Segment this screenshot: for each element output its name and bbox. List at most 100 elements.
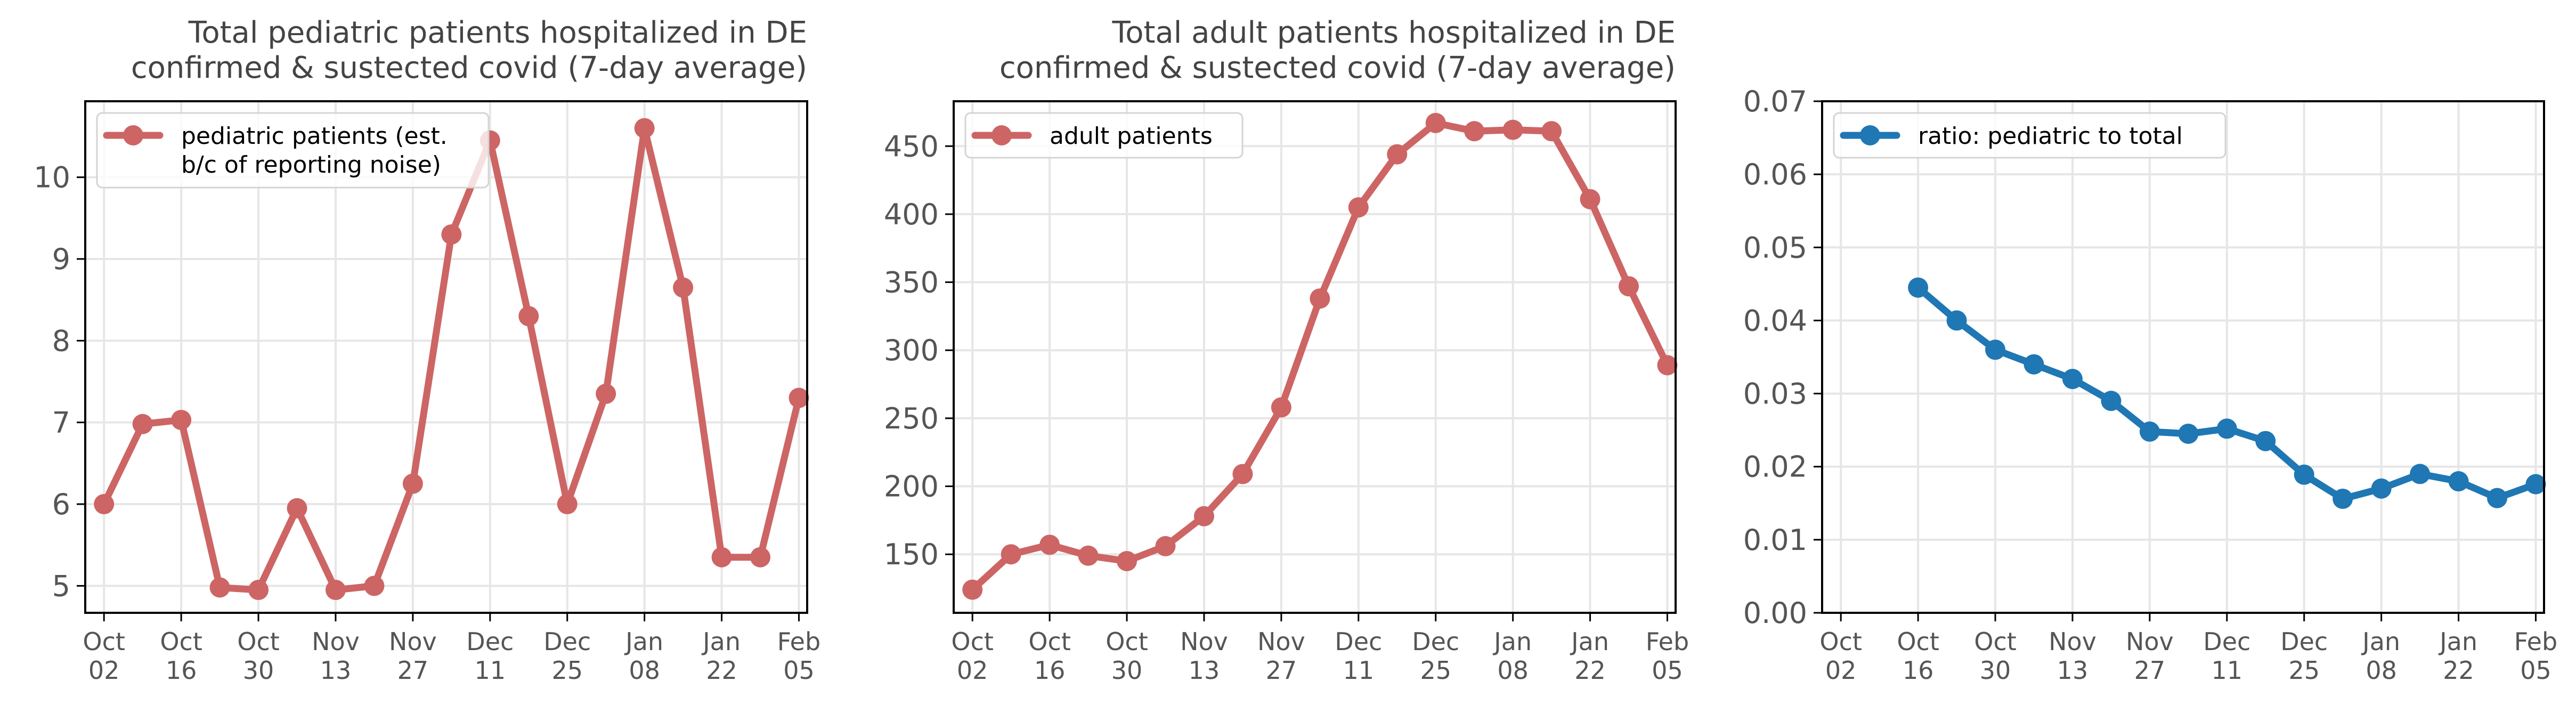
data-point xyxy=(1908,277,1929,298)
chart-1: Total pediatric patients hospitalized in… xyxy=(34,15,820,685)
y-tick-label: 0.03 xyxy=(1743,377,1807,411)
x-tick-label: Feb 05 xyxy=(2514,627,2557,685)
x-tick-label: Dec 25 xyxy=(543,627,591,685)
legend: ratio: pediatric to total xyxy=(1833,112,2226,159)
y-tick-label: 8 xyxy=(52,324,70,358)
y-tick-label: 250 xyxy=(884,402,939,435)
legend-marker-icon xyxy=(992,125,1012,145)
legend-label: adult patients xyxy=(1050,123,1213,150)
y-tick-label: 450 xyxy=(884,129,939,163)
legend-marker-icon xyxy=(123,125,143,145)
data-point xyxy=(518,306,539,327)
y-tick-label: 6 xyxy=(52,488,70,521)
data-point xyxy=(2294,464,2314,485)
x-tick-label: Dec 11 xyxy=(2203,627,2250,685)
legend-label: pediatric patients (est. b/c of reporting… xyxy=(181,123,448,179)
data-point xyxy=(2448,471,2469,492)
x-tick-label: Nov 13 xyxy=(1180,627,1228,685)
x-tick-label: Feb 05 xyxy=(777,627,820,685)
data-point xyxy=(789,387,809,408)
data-point xyxy=(2371,478,2392,499)
x-tick-label: Nov 27 xyxy=(389,627,437,685)
x-tick-label: Oct 02 xyxy=(1819,627,1862,685)
data-point xyxy=(1078,545,1099,566)
data-point xyxy=(1193,506,1214,526)
x-tick-label: Dec 25 xyxy=(2280,627,2328,685)
data-point xyxy=(325,580,346,601)
x-tick-label: Nov 27 xyxy=(1257,627,1305,685)
plot-frame xyxy=(1821,100,2545,614)
data-point xyxy=(1310,288,1330,309)
legend-marker-icon xyxy=(1860,125,1880,145)
y-tick-label: 0.00 xyxy=(1743,596,1807,630)
data-point xyxy=(1502,119,1523,140)
x-tick-label: Jan 22 xyxy=(1570,627,1609,685)
data-point xyxy=(1985,339,2006,360)
data-point xyxy=(2410,464,2431,484)
data-point xyxy=(1001,544,1021,565)
chart-title: Total adult patients hospitalized in DE c… xyxy=(999,15,1676,85)
y-tick-label: 200 xyxy=(884,470,939,504)
data-point xyxy=(1271,397,1291,418)
y-tick-label: 0.01 xyxy=(1743,523,1807,557)
data-point xyxy=(248,580,269,601)
plot-frame xyxy=(84,100,808,614)
legend-box xyxy=(96,112,490,189)
data-point xyxy=(1580,189,1600,209)
data-point xyxy=(1541,121,1562,142)
data-point xyxy=(2255,431,2276,451)
data-point xyxy=(634,118,655,139)
data-point xyxy=(209,577,230,598)
y-tick-label: 5 xyxy=(52,569,70,603)
data-point xyxy=(596,384,616,404)
data-point xyxy=(2525,474,2546,495)
data-point xyxy=(2139,421,2160,442)
legend: pediatric patients (est. b/c of reporting… xyxy=(96,112,490,189)
x-tick-label: Oct 16 xyxy=(1028,627,1071,685)
y-tick-label: 10 xyxy=(34,161,70,195)
data-point xyxy=(711,547,732,568)
data-point xyxy=(441,224,462,245)
y-tick-label: 7 xyxy=(52,406,70,440)
data-point xyxy=(1387,144,1408,165)
x-tick-label: Jan 08 xyxy=(2361,627,2400,685)
data-point xyxy=(673,277,694,298)
x-tick-label: Oct 16 xyxy=(160,627,202,685)
y-tick-label: 150 xyxy=(884,538,939,571)
x-tick-label: Jan 08 xyxy=(624,627,663,685)
data-point xyxy=(1117,550,1137,571)
x-tick-label: Oct 30 xyxy=(237,627,280,685)
x-tick-label: Jan 22 xyxy=(2438,627,2477,685)
legend: adult patients xyxy=(964,112,1244,159)
data-point xyxy=(1155,536,1176,556)
legend-box xyxy=(964,112,1244,159)
data-point xyxy=(1464,121,1485,142)
y-tick-label: 0.05 xyxy=(1743,231,1807,264)
data-point xyxy=(1232,464,1253,484)
data-point xyxy=(2024,354,2044,375)
data-point xyxy=(171,410,192,431)
data-point xyxy=(1657,355,1678,376)
x-tick-label: Nov 27 xyxy=(2126,627,2174,685)
x-tick-label: Oct 30 xyxy=(1974,627,2017,685)
y-tick-label: 0.06 xyxy=(1743,158,1807,191)
x-tick-label: Dec 11 xyxy=(1335,627,1382,685)
data-point xyxy=(2333,489,2353,509)
data-point xyxy=(1425,112,1446,133)
data-point xyxy=(2062,369,2083,390)
data-point xyxy=(1039,534,1060,555)
x-tick-label: Dec 25 xyxy=(1412,627,1459,685)
y-tick-label: 400 xyxy=(884,198,939,231)
x-tick-label: Oct 02 xyxy=(83,627,125,685)
data-point xyxy=(132,414,153,434)
data-point xyxy=(1619,276,1639,297)
chart-2: Total adult patients hospitalized in DE c… xyxy=(884,15,1689,685)
x-tick-label: Jan 08 xyxy=(1492,627,1532,685)
x-tick-label: Jan 22 xyxy=(701,627,741,685)
legend-box xyxy=(1833,112,2226,159)
y-tick-label: 9 xyxy=(52,242,70,276)
x-tick-label: Oct 30 xyxy=(1106,627,1148,685)
data-point xyxy=(94,494,115,515)
series-line xyxy=(969,119,1671,594)
